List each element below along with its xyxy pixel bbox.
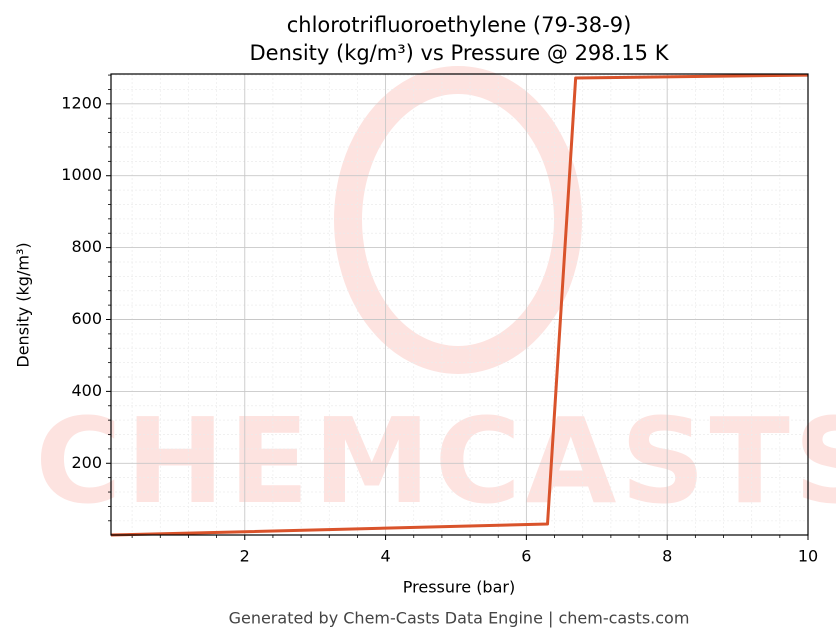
y-tick-label: 1000 xyxy=(61,165,102,184)
watermark-ring xyxy=(334,66,582,374)
chart-title: chlorotrifluoroethylene (79-38-9) xyxy=(287,13,632,37)
x-tick-label: 10 xyxy=(798,547,818,566)
y-tick-label: 200 xyxy=(71,453,102,472)
chart-subtitle: Density (kg/m³) vs Pressure @ 298.15 K xyxy=(249,41,669,65)
x-tick-label: 6 xyxy=(521,547,531,566)
y-tick-label: 800 xyxy=(71,237,102,256)
y-tick-label: 400 xyxy=(71,381,102,400)
x-tick-label: 2 xyxy=(240,547,250,566)
data-line xyxy=(110,73,809,537)
x-tick-label: 4 xyxy=(380,547,390,566)
y-tick-label: 1200 xyxy=(61,93,102,112)
x-axis-label: Pressure (bar) xyxy=(403,578,515,597)
x-tick-label: 8 xyxy=(662,547,672,566)
y-tick-label: 600 xyxy=(71,309,102,328)
watermark-logo xyxy=(334,66,582,374)
plot-frame xyxy=(110,73,809,536)
y-axis-label: Density (kg/m³) xyxy=(14,242,33,367)
footer: Generated by Chem-Casts Data Engine | ch… xyxy=(229,609,690,628)
watermark-text: CHEMCASTS xyxy=(35,392,836,530)
